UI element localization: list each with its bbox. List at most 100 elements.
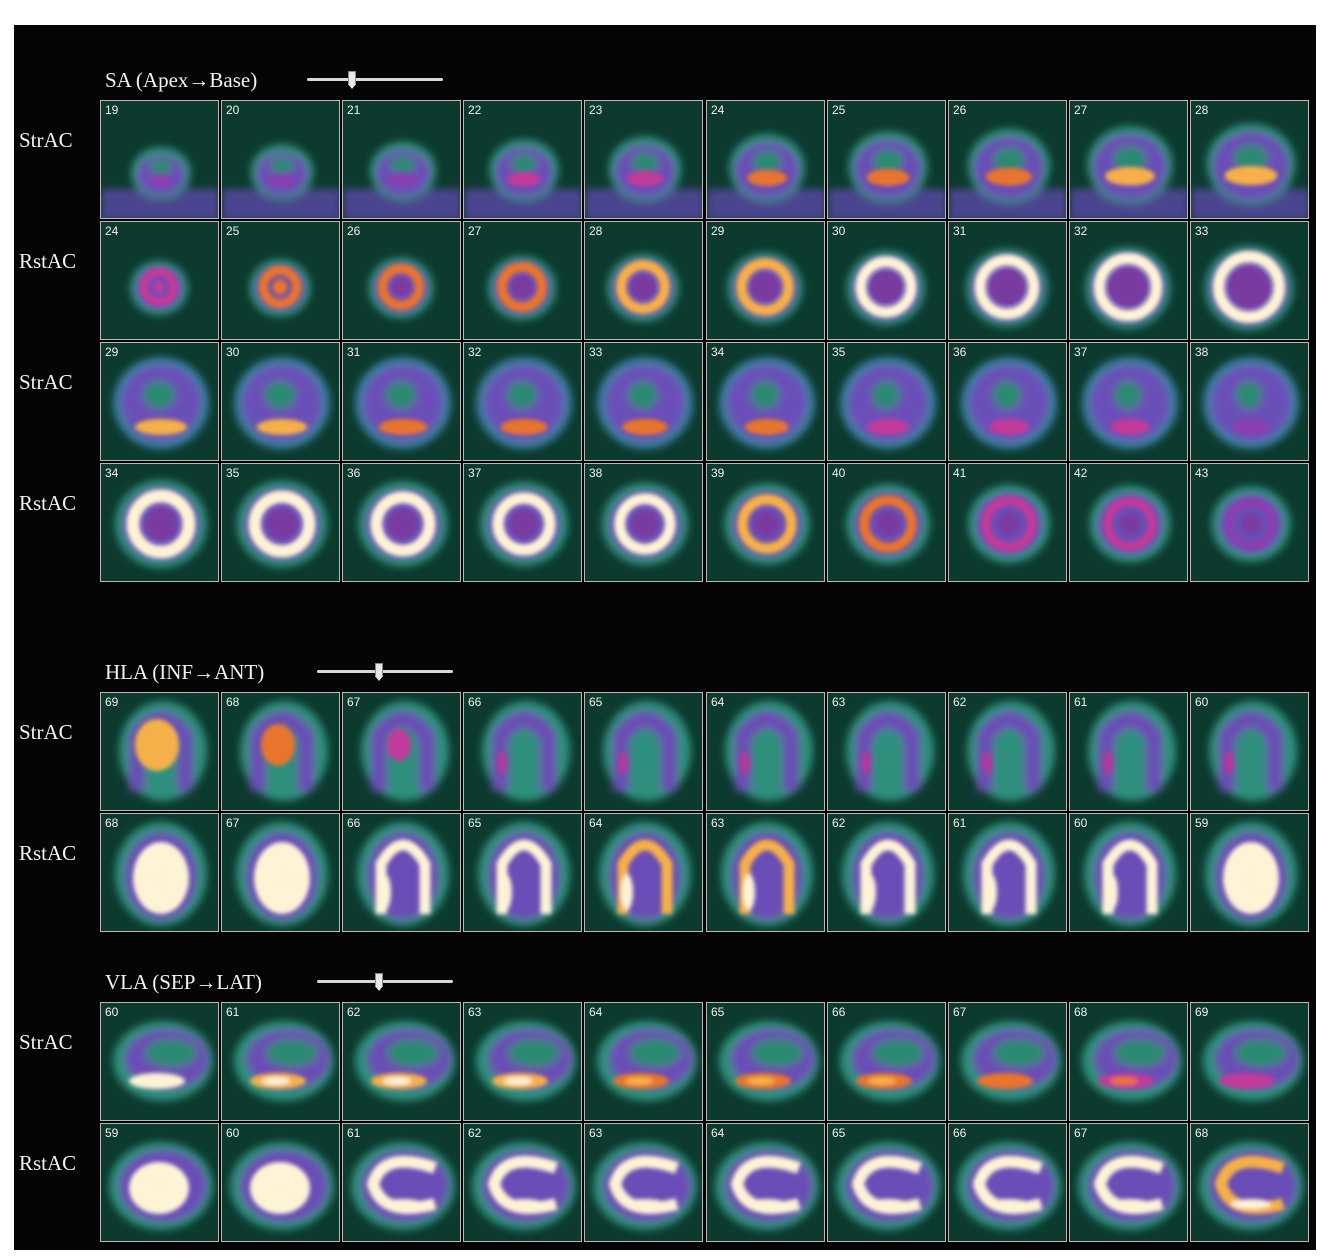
slice-image[interactable]: 68 bbox=[100, 813, 219, 932]
slice-image[interactable]: 60 bbox=[221, 1123, 340, 1242]
slice-image[interactable]: 61 bbox=[948, 813, 1067, 932]
sa-slice-slider[interactable] bbox=[307, 71, 443, 91]
slice-image[interactable]: 24 bbox=[100, 221, 219, 340]
slice-image[interactable]: 31 bbox=[948, 221, 1067, 340]
slice-image[interactable]: 37 bbox=[1069, 342, 1188, 461]
slice-image[interactable]: 65 bbox=[584, 692, 703, 811]
slice-image[interactable]: 64 bbox=[706, 1123, 825, 1242]
slice-image-render bbox=[828, 101, 945, 218]
slice-image[interactable]: 68 bbox=[221, 692, 340, 811]
slider-thumb[interactable] bbox=[348, 71, 356, 89]
slice-image[interactable]: 29 bbox=[706, 221, 825, 340]
slice-image[interactable]: 67 bbox=[342, 692, 461, 811]
vla-slice-slider[interactable] bbox=[317, 973, 453, 993]
slice-image[interactable]: 41 bbox=[948, 463, 1067, 582]
slice-image[interactable]: 62 bbox=[342, 1002, 461, 1121]
slice-image[interactable]: 66 bbox=[948, 1123, 1067, 1242]
slice-image[interactable]: 38 bbox=[584, 463, 703, 582]
slider-thumb[interactable] bbox=[375, 663, 383, 681]
slice-image[interactable]: 27 bbox=[463, 221, 582, 340]
slice-image[interactable]: 33 bbox=[1190, 221, 1309, 340]
slice-image[interactable]: 23 bbox=[584, 100, 703, 219]
slice-image[interactable]: 60 bbox=[1190, 692, 1309, 811]
slice-image[interactable]: 62 bbox=[463, 1123, 582, 1242]
slice-image[interactable]: 66 bbox=[827, 1002, 946, 1121]
slice-image[interactable]: 34 bbox=[706, 342, 825, 461]
slice-image[interactable]: 30 bbox=[221, 342, 340, 461]
slice-image[interactable]: 63 bbox=[584, 1123, 703, 1242]
slice-image[interactable]: 62 bbox=[827, 813, 946, 932]
slice-image[interactable]: 67 bbox=[1069, 1123, 1188, 1242]
slice-image[interactable]: 59 bbox=[100, 1123, 219, 1242]
slice-image[interactable]: 62 bbox=[948, 692, 1067, 811]
slice-image[interactable]: 68 bbox=[1190, 1123, 1309, 1242]
slice-number: 68 bbox=[1195, 1126, 1209, 1140]
slice-image[interactable]: 34 bbox=[100, 463, 219, 582]
slice-number: 31 bbox=[347, 345, 361, 359]
slider-track[interactable] bbox=[317, 670, 453, 673]
slice-image[interactable]: 32 bbox=[1069, 221, 1188, 340]
slice-image[interactable]: 64 bbox=[584, 1002, 703, 1121]
slice-image[interactable]: 64 bbox=[584, 813, 703, 932]
slice-image[interactable]: 66 bbox=[463, 692, 582, 811]
slice-image[interactable]: 68 bbox=[1069, 1002, 1188, 1121]
slice-image[interactable]: 65 bbox=[463, 813, 582, 932]
slice-image[interactable]: 32 bbox=[463, 342, 582, 461]
slice-image[interactable]: 63 bbox=[706, 813, 825, 932]
slice-image[interactable]: 38 bbox=[1190, 342, 1309, 461]
hla-slice-slider[interactable] bbox=[317, 663, 453, 683]
slice-image[interactable]: 42 bbox=[1069, 463, 1188, 582]
slice-image[interactable]: 43 bbox=[1190, 463, 1309, 582]
slice-number: 62 bbox=[832, 816, 846, 830]
slice-image[interactable]: 63 bbox=[463, 1002, 582, 1121]
vla-section-title: VLA (SEP→LAT) bbox=[105, 970, 262, 994]
slice-image[interactable]: 69 bbox=[1190, 1002, 1309, 1121]
slice-image-render bbox=[464, 1003, 581, 1120]
slice-image[interactable]: 28 bbox=[1190, 100, 1309, 219]
slice-image[interactable]: 28 bbox=[584, 221, 703, 340]
slice-image[interactable]: 59 bbox=[1190, 813, 1309, 932]
slice-image[interactable]: 39 bbox=[706, 463, 825, 582]
slice-image[interactable]: 65 bbox=[706, 1002, 825, 1121]
slice-image[interactable]: 26 bbox=[948, 100, 1067, 219]
slice-image[interactable]: 67 bbox=[948, 1002, 1067, 1121]
slice-image[interactable]: 65 bbox=[827, 1123, 946, 1242]
slice-image[interactable]: 61 bbox=[1069, 692, 1188, 811]
slice-image[interactable]: 61 bbox=[342, 1123, 461, 1242]
slice-image[interactable]: 22 bbox=[463, 100, 582, 219]
slice-image[interactable]: 64 bbox=[706, 692, 825, 811]
slice-image[interactable]: 60 bbox=[100, 1002, 219, 1121]
slice-image[interactable]: 24 bbox=[706, 100, 825, 219]
slider-track[interactable] bbox=[317, 980, 453, 983]
slice-image[interactable]: 33 bbox=[584, 342, 703, 461]
slice-image[interactable]: 25 bbox=[221, 221, 340, 340]
slice-image[interactable]: 29 bbox=[100, 342, 219, 461]
slice-image[interactable]: 61 bbox=[221, 1002, 340, 1121]
slice-image[interactable]: 36 bbox=[948, 342, 1067, 461]
slice-image[interactable]: 21 bbox=[342, 100, 461, 219]
slice-image[interactable]: 25 bbox=[827, 100, 946, 219]
slice-image[interactable]: 66 bbox=[342, 813, 461, 932]
slice-image[interactable]: 36 bbox=[342, 463, 461, 582]
slice-number: 59 bbox=[1195, 816, 1209, 830]
slice-image[interactable]: 63 bbox=[827, 692, 946, 811]
slice-number: 38 bbox=[589, 466, 603, 480]
slice-image[interactable]: 20 bbox=[221, 100, 340, 219]
slice-image[interactable]: 27 bbox=[1069, 100, 1188, 219]
slice-image[interactable]: 19 bbox=[100, 100, 219, 219]
slice-image[interactable]: 40 bbox=[827, 463, 946, 582]
slice-image[interactable]: 67 bbox=[221, 813, 340, 932]
slice-number: 34 bbox=[711, 345, 725, 359]
slice-image[interactable]: 69 bbox=[100, 692, 219, 811]
slice-image-render bbox=[222, 1003, 339, 1120]
slice-number: 63 bbox=[589, 1126, 603, 1140]
slice-image[interactable]: 30 bbox=[827, 221, 946, 340]
slice-image[interactable]: 26 bbox=[342, 221, 461, 340]
slice-image[interactable]: 31 bbox=[342, 342, 461, 461]
slice-image[interactable]: 37 bbox=[463, 463, 582, 582]
slice-image[interactable]: 60 bbox=[1069, 813, 1188, 932]
slice-image[interactable]: 35 bbox=[221, 463, 340, 582]
slider-track[interactable] bbox=[307, 78, 443, 81]
slider-thumb[interactable] bbox=[375, 973, 383, 991]
slice-image[interactable]: 35 bbox=[827, 342, 946, 461]
